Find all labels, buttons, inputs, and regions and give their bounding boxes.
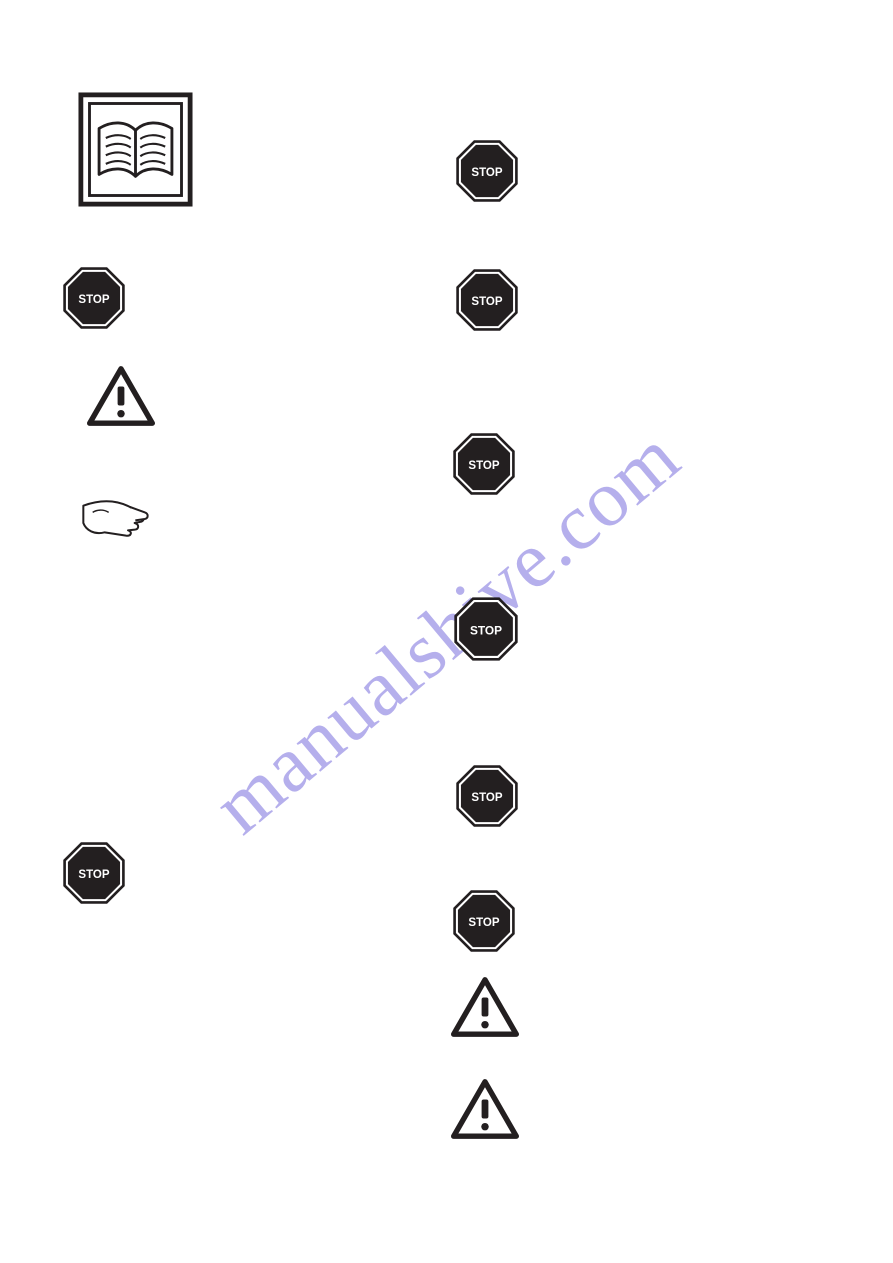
- stop-sign-icon: STOP: [452, 889, 516, 953]
- stop-sign-label: STOP: [471, 296, 502, 308]
- stop-sign-icon: STOP: [62, 266, 126, 330]
- stop-sign-icon: STOP: [455, 268, 519, 332]
- stop-sign-icon: STOP: [452, 432, 516, 496]
- stop-sign-label: STOP: [471, 792, 502, 804]
- stop-sign-icon: STOP: [453, 596, 519, 662]
- stop-sign-label: STOP: [470, 623, 502, 637]
- stop-sign-label: STOP: [471, 167, 502, 179]
- stop-sign-label: STOP: [78, 294, 109, 306]
- watermark-text: manualshive.com: [196, 411, 697, 852]
- warning-triangle-icon: [451, 1079, 519, 1139]
- stop-sign-label: STOP: [468, 917, 499, 929]
- pointing-hand-icon: [78, 492, 158, 542]
- stop-sign-label: STOP: [78, 869, 109, 881]
- warning-triangle-icon: [451, 977, 519, 1037]
- warning-triangle-icon: [87, 366, 155, 426]
- stop-sign-icon: STOP: [455, 764, 519, 828]
- stop-sign-icon: STOP: [62, 841, 126, 905]
- read-manual-icon: [78, 92, 193, 207]
- stop-sign-label: STOP: [468, 460, 499, 472]
- stop-sign-icon: STOP: [455, 139, 519, 203]
